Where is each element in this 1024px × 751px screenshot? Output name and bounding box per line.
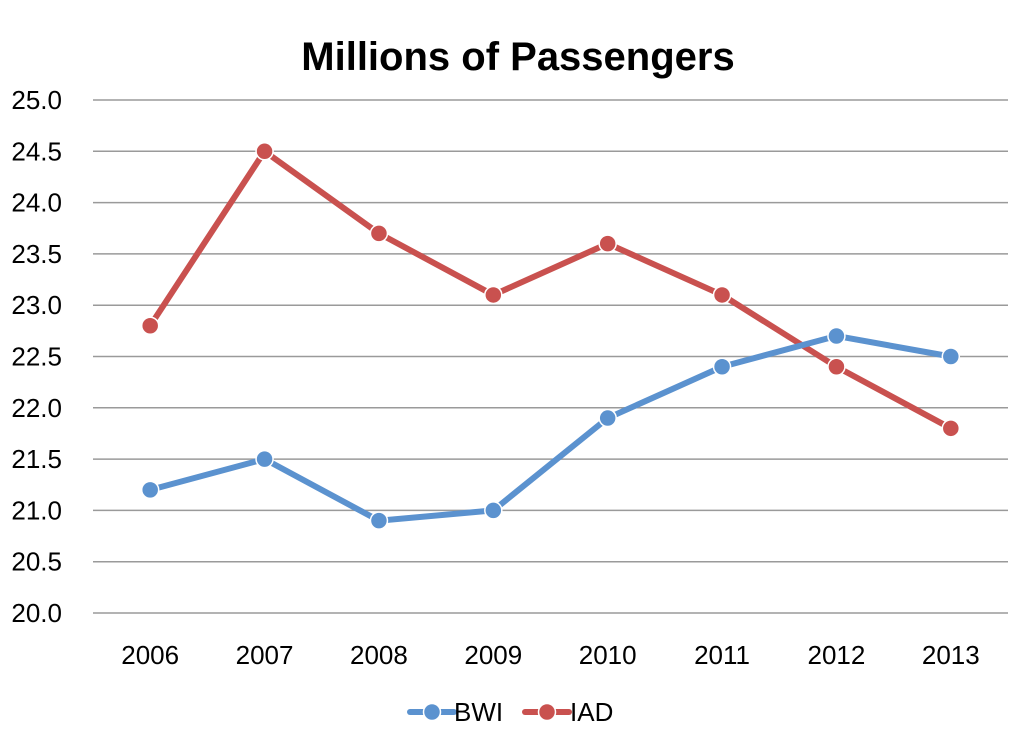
- legend-item-iad: IAD: [522, 697, 613, 727]
- y-tick-label: 20.5: [11, 547, 62, 577]
- data-point-bwi: [827, 326, 846, 346]
- x-tick-label: 2009: [464, 640, 522, 670]
- legend: BWI IAD: [407, 697, 613, 727]
- series-line-iad: [147, 148, 954, 432]
- series-bwi: [140, 326, 961, 530]
- data-point-iad: [255, 142, 274, 161]
- legend-marker: [422, 702, 442, 722]
- y-axis-ticks: 25.0 24.5 24.0 23.5 23.0 22.5 22.0 21.5 21.0 20.5…: [11, 85, 62, 628]
- legend-label: BWI: [454, 697, 503, 727]
- data-point-bwi: [140, 480, 160, 500]
- data-point-iad: [369, 224, 389, 243]
- legend-label: IAD: [570, 697, 613, 727]
- data-point-bwi: [255, 449, 274, 469]
- data-point-bwi: [941, 347, 961, 366]
- x-tick-label: 2010: [579, 640, 637, 670]
- y-tick-label: 20.0: [11, 598, 62, 628]
- x-tick-label: 2008: [350, 640, 408, 670]
- x-axis-ticks: 2006 2007 2008 2009 2010 2011 2012 2013: [121, 640, 979, 670]
- x-tick-label: 2011: [694, 640, 750, 670]
- series-lines: [140, 142, 961, 530]
- chart-title: Millions of Passengers: [301, 35, 734, 79]
- y-tick-label: 21.5: [11, 444, 62, 474]
- data-point-iad: [140, 316, 160, 335]
- legend-marker: [537, 702, 557, 722]
- x-tick-label: 2007: [236, 640, 294, 670]
- x-tick-label: 2012: [808, 640, 866, 670]
- y-tick-label: 23.5: [11, 239, 62, 269]
- data-point-iad: [484, 285, 503, 305]
- data-point-bwi: [484, 501, 503, 520]
- x-tick-label: 2006: [121, 640, 179, 670]
- y-tick-label: 22.5: [11, 342, 62, 372]
- y-tick-label: 24.0: [11, 188, 62, 218]
- y-tick-label: 23.0: [11, 290, 62, 320]
- data-point-bwi: [598, 408, 617, 428]
- data-point-iad: [598, 234, 617, 253]
- series-iad: [140, 142, 961, 438]
- data-point-iad: [712, 285, 732, 305]
- data-point-iad: [827, 357, 846, 377]
- y-tick-label: 21.0: [11, 495, 62, 525]
- x-tick-label: 2013: [922, 640, 980, 670]
- legend-item-bwi: BWI: [407, 697, 503, 727]
- series-line-bwi: [147, 332, 954, 524]
- data-point-bwi: [369, 511, 389, 530]
- gridlines: [93, 99, 1008, 614]
- y-tick-label: 25.0: [11, 85, 62, 115]
- y-tick-label: 24.5: [11, 136, 62, 166]
- y-tick-label: 22.0: [11, 393, 62, 423]
- data-point-iad: [941, 419, 961, 438]
- data-point-bwi: [712, 357, 732, 377]
